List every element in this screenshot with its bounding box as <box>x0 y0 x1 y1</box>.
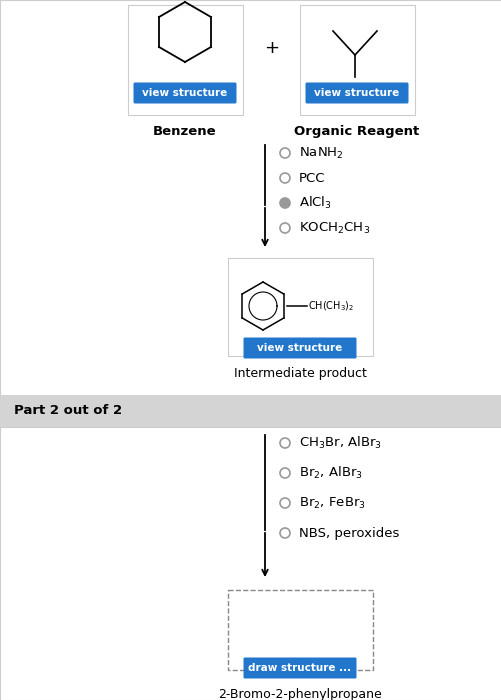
Text: Benzene: Benzene <box>153 125 216 138</box>
FancyBboxPatch shape <box>133 83 236 104</box>
Text: PCC: PCC <box>299 172 325 185</box>
Text: view structure: view structure <box>257 343 342 353</box>
Bar <box>227 590 372 670</box>
Text: view structure: view structure <box>142 88 227 98</box>
Bar <box>128 5 242 115</box>
Text: Br$_2$, AlBr$_3$: Br$_2$, AlBr$_3$ <box>299 465 362 481</box>
Circle shape <box>280 148 290 158</box>
Text: CH$_3$Br, AlBr$_3$: CH$_3$Br, AlBr$_3$ <box>299 435 381 451</box>
Bar <box>0 395 501 427</box>
Text: AlCl$_3$: AlCl$_3$ <box>299 195 331 211</box>
Circle shape <box>280 528 290 538</box>
Circle shape <box>280 438 290 448</box>
Bar <box>0 427 501 700</box>
Circle shape <box>280 223 290 233</box>
Circle shape <box>280 173 290 183</box>
FancyBboxPatch shape <box>243 657 356 678</box>
FancyBboxPatch shape <box>243 337 356 358</box>
Bar <box>300 5 414 115</box>
Text: +: + <box>264 39 279 57</box>
Text: Br$_2$, FeBr$_3$: Br$_2$, FeBr$_3$ <box>299 496 365 510</box>
Circle shape <box>280 468 290 478</box>
Bar <box>0 0 501 395</box>
Circle shape <box>280 198 290 208</box>
Text: NaNH$_2$: NaNH$_2$ <box>299 146 343 160</box>
Text: view structure: view structure <box>314 88 399 98</box>
Circle shape <box>280 498 290 508</box>
Text: draw structure ...: draw structure ... <box>248 663 351 673</box>
Text: KOCH$_2$CH$_3$: KOCH$_2$CH$_3$ <box>299 220 369 235</box>
FancyBboxPatch shape <box>305 83 408 104</box>
Text: NBS, peroxides: NBS, peroxides <box>299 526 399 540</box>
Text: Part 2 out of 2: Part 2 out of 2 <box>14 405 122 417</box>
Text: Intermediate product: Intermediate product <box>233 367 366 380</box>
Text: CH(CH$_3$)$_2$: CH(CH$_3$)$_2$ <box>308 299 354 313</box>
Text: Organic Reagent: Organic Reagent <box>294 125 419 138</box>
Bar <box>227 258 372 356</box>
Text: 2-Bromo-2-phenylpropane: 2-Bromo-2-phenylpropane <box>218 688 381 700</box>
